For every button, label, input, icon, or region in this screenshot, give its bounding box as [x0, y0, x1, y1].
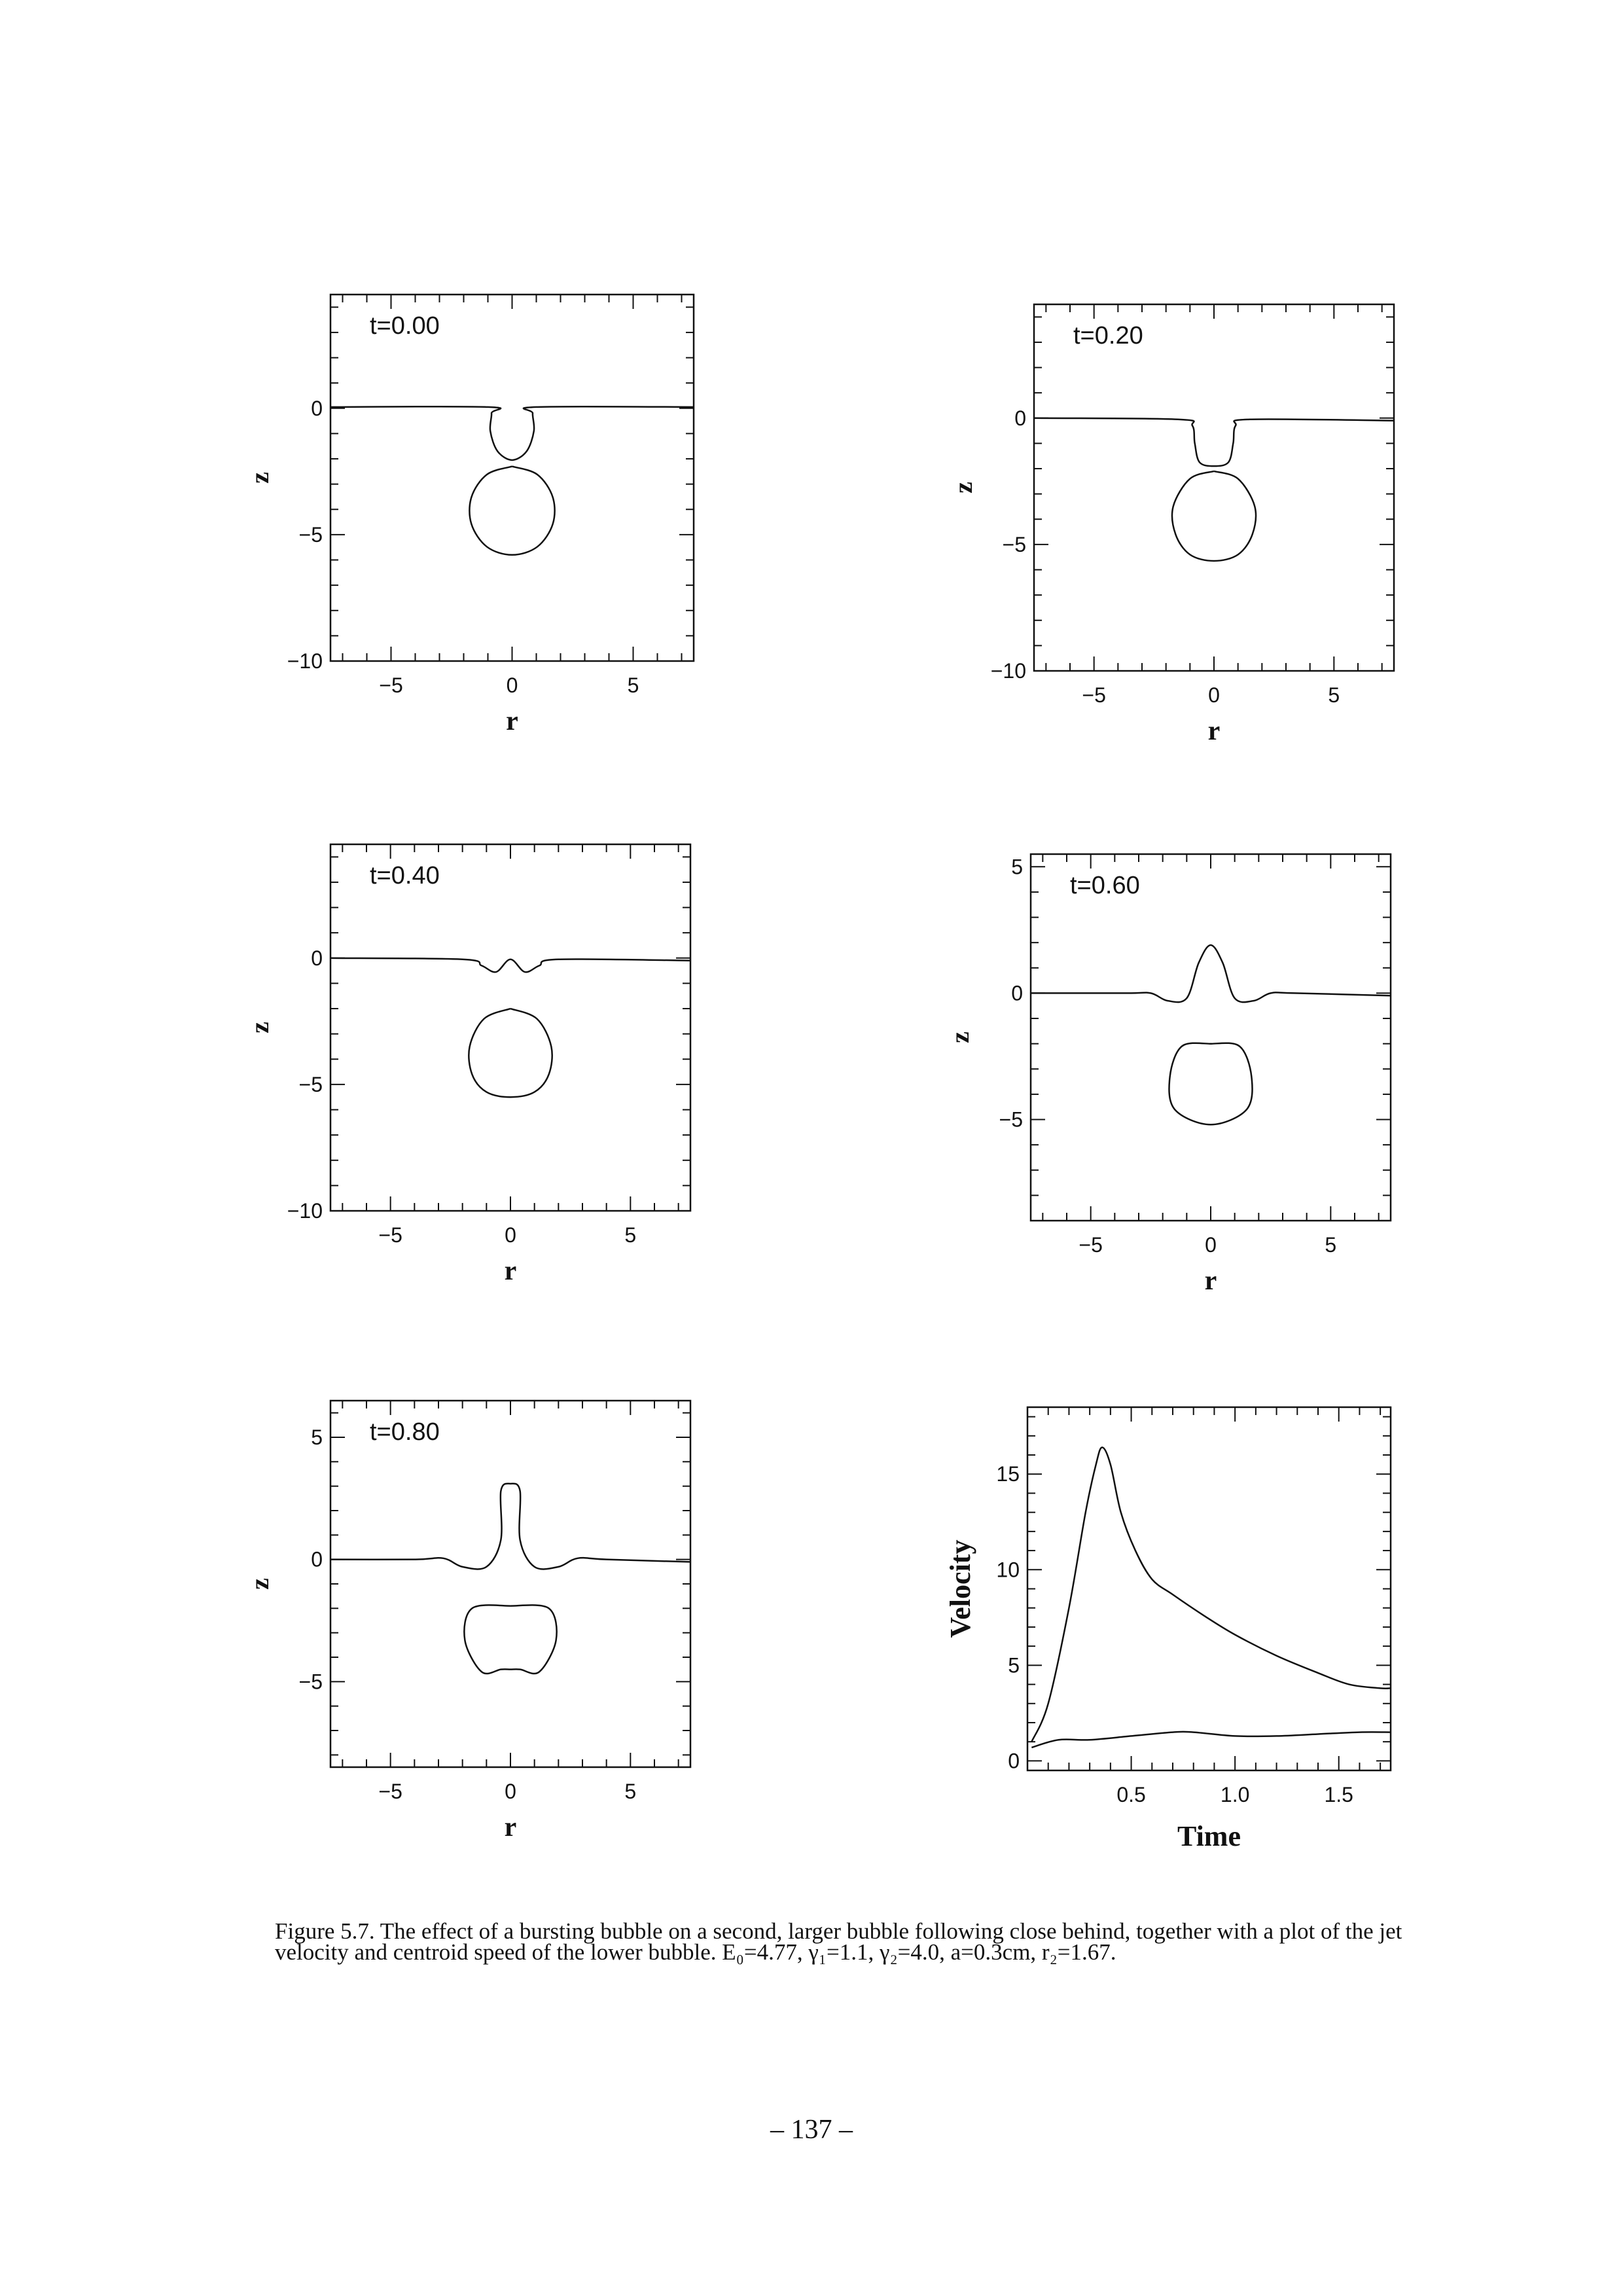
- x-tick-label: −5: [378, 1223, 402, 1247]
- y-tick-label: 0: [1014, 406, 1026, 430]
- x-tick-label: 0: [505, 1223, 516, 1247]
- plot-frame: [1026, 1406, 1392, 1772]
- panel-velocity: 0.5 1.0 1.5 0 5 10 15 Time Velocity: [944, 1406, 1392, 1852]
- y-tick-label: 0: [311, 397, 323, 420]
- series-line-1: [330, 957, 691, 973]
- panel-t020: −5 0 5 0 −5 −10 r z t=0.20: [948, 303, 1395, 746]
- plot-svg: −5 0 5 5 0 −5 r z t=0.80: [245, 1399, 692, 1842]
- y-axis-label: z: [948, 482, 978, 493]
- plot-svg: −5 0 5 0 −5 −10 r z t=0.00: [245, 293, 695, 736]
- y-tick-label: −10: [991, 659, 1026, 683]
- y-tick-label: −5: [299, 523, 323, 547]
- plot-frame: [329, 843, 692, 1212]
- x-tick-label: −5: [378, 1780, 402, 1803]
- series-line-1: [1031, 1446, 1391, 1742]
- plot-frame: [1033, 303, 1395, 672]
- time-label: t=0.60: [1070, 872, 1140, 899]
- plot-svg: −5 0 5 0 −5 −10 r z t=0.20: [948, 303, 1395, 746]
- y-tick-label: 0: [1008, 1749, 1020, 1772]
- x-tick-label: −5: [379, 673, 402, 697]
- x-axis-label: r: [505, 1256, 517, 1286]
- time-label: t=0.00: [370, 312, 440, 340]
- x-tick-label: 1.0: [1221, 1783, 1249, 1806]
- panel-t060: −5 0 5 5 0 −5 r z t=0.60: [945, 853, 1392, 1296]
- x-tick-label: 5: [624, 1780, 636, 1803]
- y-tick-label: 5: [1011, 855, 1023, 878]
- y-tick-label: 5: [1008, 1653, 1020, 1677]
- series-line-2: [1171, 470, 1257, 562]
- y-axis-label: z: [945, 1031, 974, 1043]
- figure-caption: Figure 5.7. The effect of a bursting bub…: [275, 1918, 1402, 1965]
- x-tick-label: 5: [624, 1223, 636, 1247]
- x-axis-label: Time: [1177, 1820, 1241, 1852]
- plot-frame: [329, 293, 695, 662]
- series-line-2: [468, 1007, 553, 1098]
- plot-svg: −5 0 5 5 0 −5 r z t=0.60: [945, 853, 1392, 1296]
- y-axis-label: z: [245, 1022, 274, 1033]
- series-line-2: [1168, 1042, 1253, 1126]
- time-label: t=0.80: [370, 1418, 440, 1446]
- x-tick-label: 0: [507, 673, 518, 697]
- series-line-1: [1033, 417, 1395, 467]
- page-number: – 137 –: [770, 2115, 853, 2145]
- y-tick-label: 0: [1011, 981, 1023, 1005]
- series-line-1: [1031, 944, 1391, 1003]
- x-tick-label: 0: [1205, 1233, 1217, 1257]
- x-axis-label: r: [1208, 716, 1221, 746]
- x-tick-label: 0: [1208, 683, 1220, 707]
- x-tick-label: 1.5: [1324, 1783, 1353, 1806]
- y-tick-label: −10: [287, 649, 323, 673]
- series-line-2: [463, 1604, 558, 1675]
- y-tick-label: 15: [996, 1462, 1020, 1486]
- series-line-2: [1031, 1731, 1391, 1749]
- y-tick-label: −5: [299, 1073, 323, 1096]
- x-axis-label: r: [506, 706, 518, 736]
- x-tick-label: 0: [505, 1780, 516, 1803]
- plot-frame: [329, 1399, 692, 1768]
- x-tick-label: 5: [1325, 1233, 1336, 1257]
- x-axis-label: r: [1205, 1266, 1217, 1296]
- series-line-1: [330, 405, 694, 461]
- x-tick-label: 0.5: [1116, 1783, 1145, 1806]
- x-tick-label: 5: [628, 673, 639, 697]
- time-label: t=0.40: [370, 862, 440, 889]
- y-tick-label: −10: [287, 1199, 323, 1223]
- series-line-2: [469, 465, 556, 556]
- y-tick-label: −5: [1003, 533, 1026, 556]
- y-axis-label: z: [245, 1578, 274, 1590]
- x-tick-label: 5: [1328, 683, 1340, 707]
- plot-svg: 0.5 1.0 1.5 0 5 10 15 Time Velocity: [944, 1406, 1392, 1852]
- time-label: t=0.20: [1073, 322, 1143, 350]
- y-tick-label: −5: [299, 1670, 323, 1693]
- y-axis-label: z: [245, 472, 274, 484]
- panel-t040: −5 0 5 0 −5 −10 r z t=0.40: [245, 843, 692, 1286]
- x-axis-label: r: [505, 1812, 517, 1842]
- y-tick-label: −5: [999, 1108, 1023, 1132]
- series-line-1: [330, 1482, 691, 1570]
- panel-t000: −5 0 5 0 −5 −10 r z t=0.00: [245, 293, 695, 736]
- panel-t080: −5 0 5 5 0 −5 r z t=0.80: [245, 1399, 692, 1842]
- x-tick-label: −5: [1082, 683, 1105, 707]
- y-tick-label: 10: [996, 1558, 1020, 1581]
- y-axis-label: Velocity: [944, 1540, 976, 1638]
- y-tick-label: 5: [311, 1426, 323, 1449]
- x-tick-label: −5: [1079, 1233, 1102, 1257]
- plot-frame: [1029, 853, 1392, 1222]
- y-tick-label: 0: [311, 1548, 323, 1571]
- y-tick-label: 0: [311, 946, 323, 970]
- plot-svg: −5 0 5 0 −5 −10 r z t=0.40: [245, 843, 692, 1286]
